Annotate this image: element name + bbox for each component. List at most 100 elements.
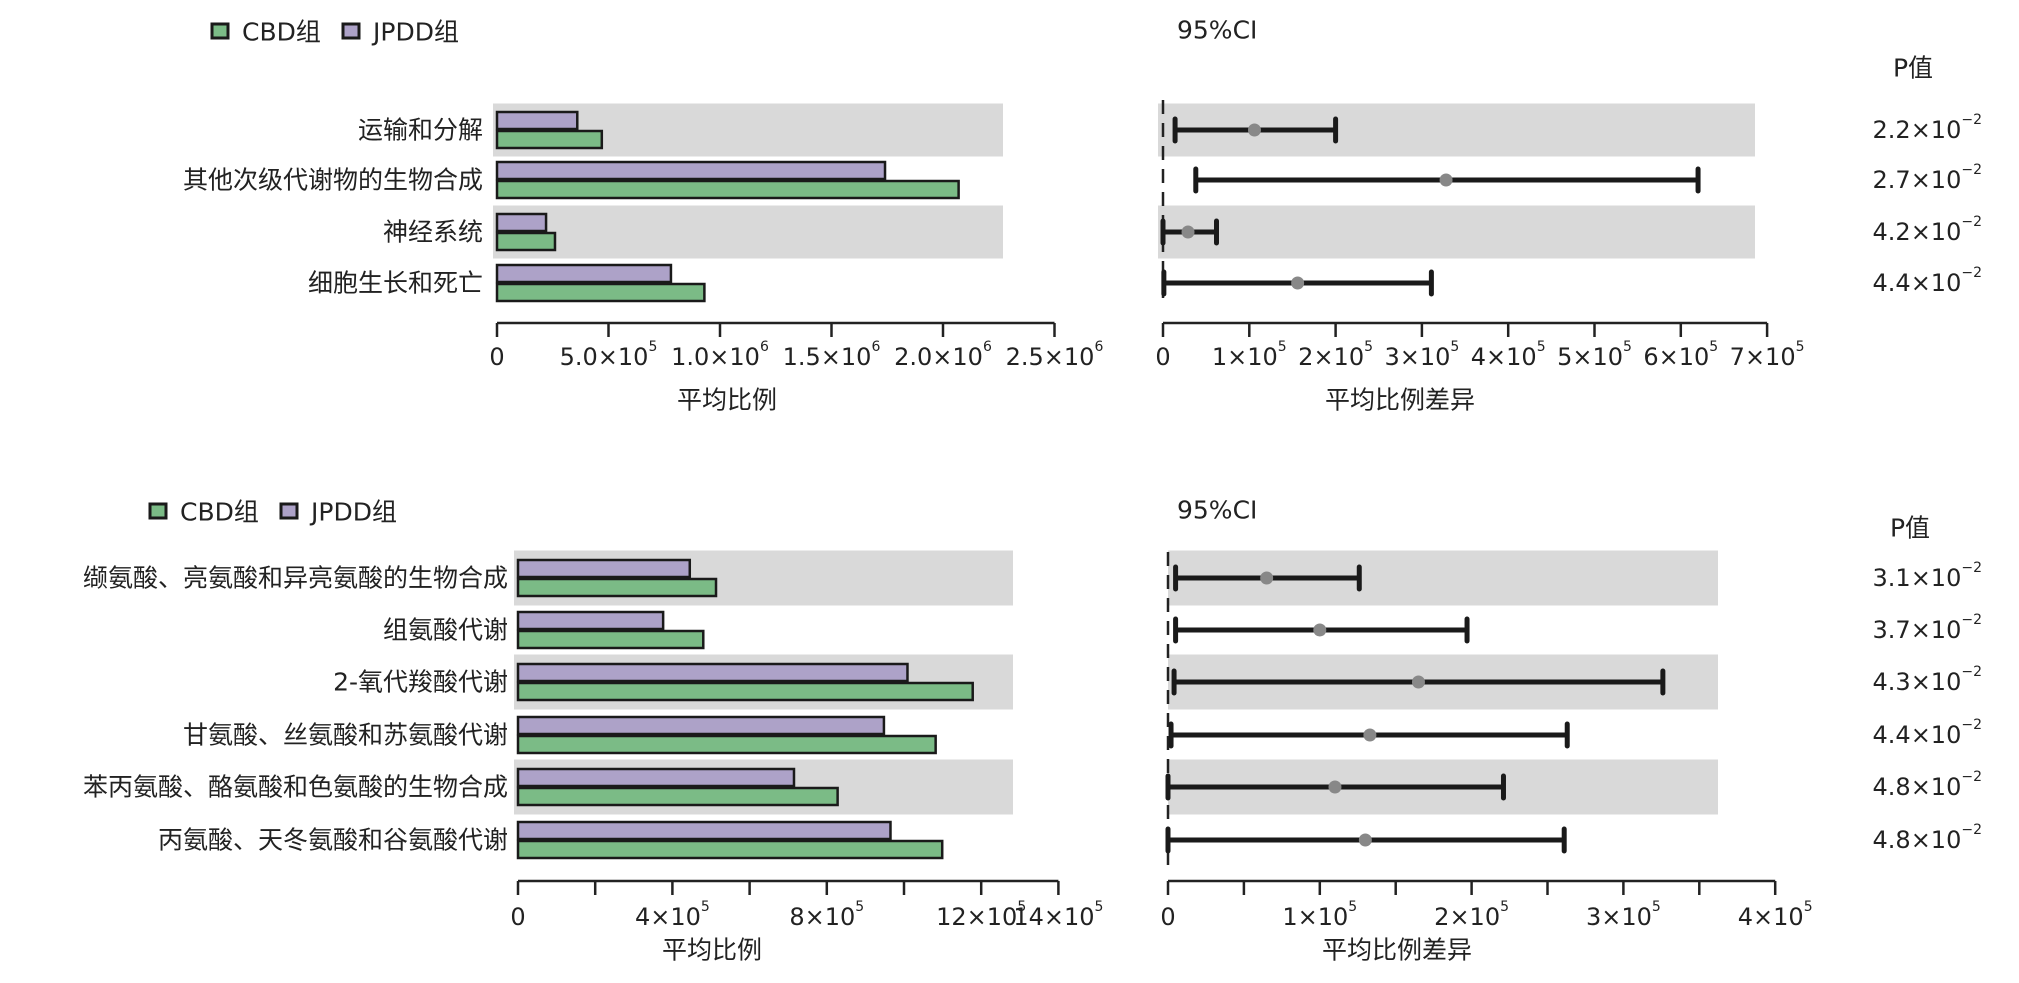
x-tick-label: 0 [489, 343, 504, 371]
p-value-header: P值 [1893, 54, 1933, 83]
ci-chart-top-right: 95%CIP值2.2×10−22.7×10−24.2×10−24.4×10−20… [1155, 16, 1982, 415]
row-band [1158, 205, 1755, 259]
x-tick-label: 5.0×105 [560, 339, 658, 371]
x-tick-label-base: 0 [510, 903, 525, 931]
legend-label-cbd: CBD组 [180, 498, 259, 527]
legend-swatch-cbd [210, 22, 230, 40]
bar-jpdd [516, 558, 692, 579]
category-label: 甘氨酸、丝氨酸和苏氨酸代谢 [183, 721, 508, 750]
legend: CBD组 JPDD组 [210, 18, 459, 47]
x-tick-label: 2×105 [1434, 899, 1509, 931]
p-value-base: 3.7×10 [1873, 616, 1962, 644]
ci-mean-point [1260, 571, 1274, 585]
x-tick-label: 1.5×106 [783, 339, 881, 371]
p-value: 4.8×10−2 [1873, 822, 1982, 854]
bar-cbd [516, 786, 839, 807]
p-value-exponent: −2 [1961, 162, 1982, 178]
x-tick-label-exponent: 5 [701, 899, 710, 915]
p-value-exponent: −2 [1961, 822, 1982, 838]
x-tick-label-exponent: 5 [1348, 899, 1357, 915]
x-tick-label: 3×105 [1586, 899, 1661, 931]
x-tick-label: 2.5×106 [1006, 339, 1104, 371]
x-tick-label: 8×105 [789, 899, 864, 931]
x-tick-label: 4×105 [635, 899, 710, 931]
p-value: 4.2×10−2 [1873, 214, 1982, 246]
x-tick-label-base: 7×10 [1730, 343, 1796, 371]
x-axis-title: 平均比例差异 [1322, 936, 1472, 965]
p-value-base: 2.2×10 [1873, 116, 1962, 144]
p-value: 2.2×10−2 [1873, 112, 1982, 144]
p-value-base: 3.1×10 [1873, 564, 1962, 592]
category-label: 组氨酸代谢 [383, 616, 508, 645]
ci-mean-point [1291, 276, 1305, 290]
x-tick-label-base: 2×10 [1298, 343, 1364, 371]
x-tick-label-base: 8×10 [789, 903, 855, 931]
x-tick-label-base: 1.5×10 [783, 343, 872, 371]
x-tick-label-exponent: 6 [760, 339, 769, 355]
row-band [493, 205, 1003, 259]
x-tick-label-exponent: 5 [1804, 899, 1813, 915]
x-tick-label-base: 1×10 [1282, 903, 1348, 931]
x-tick-label-base: 6×10 [1643, 343, 1709, 371]
p-value: 2.7×10−2 [1873, 162, 1982, 194]
x-tick-label-base: 12×10 [936, 903, 1017, 931]
ci-mean-point [1358, 833, 1372, 847]
x-tick-label: 3×105 [1384, 339, 1459, 371]
category-label: 2-氧代羧酸代谢 [333, 668, 508, 697]
x-axis-title: 平均比例 [662, 936, 762, 965]
bar-cbd [516, 681, 974, 702]
x-tick-label-exponent: 5 [1537, 339, 1546, 355]
x-tick-label-exponent: 5 [1017, 899, 1026, 915]
x-tick-label: 4×105 [1471, 339, 1546, 371]
legend: CBD组 JPDD组 [148, 498, 397, 527]
p-value-exponent: −2 [1961, 560, 1982, 576]
p-value: 3.7×10−2 [1873, 612, 1982, 644]
bar-cbd [516, 629, 705, 650]
bar-jpdd [516, 715, 886, 736]
bar-cbd [516, 734, 937, 755]
x-tick-label-exponent: 5 [1796, 339, 1805, 355]
bar-jpdd [495, 263, 673, 284]
x-tick-label: 2×105 [1298, 339, 1373, 371]
p-value: 4.3×10−2 [1873, 664, 1982, 696]
p-value-exponent: −2 [1961, 769, 1982, 785]
x-tick-label-exponent: 5 [1364, 339, 1373, 355]
bar-cbd [495, 129, 604, 150]
x-tick-label-exponent: 6 [871, 339, 880, 355]
x-tick-label: 0 [1155, 343, 1170, 371]
ci-header: 95%CI [1177, 16, 1257, 45]
legend-label-jpdd: JPDD组 [309, 498, 397, 527]
x-tick-label-base: 3×10 [1586, 903, 1652, 931]
bar-jpdd [495, 110, 579, 131]
p-value-exponent: −2 [1961, 265, 1982, 281]
bar-jpdd [516, 820, 892, 841]
ci-mean-point [1439, 173, 1453, 187]
x-tick-label: 2.0×106 [894, 339, 992, 371]
x-tick-label: 6×105 [1643, 339, 1718, 371]
p-value-base: 4.3×10 [1873, 668, 1962, 696]
p-value-exponent: −2 [1961, 612, 1982, 628]
ci-mean-point [1363, 728, 1377, 742]
category-label: 其他次级代谢物的生物合成 [183, 166, 483, 195]
x-tick-label-base: 0 [489, 343, 504, 371]
bar-cbd [495, 179, 960, 200]
x-tick-label: 1.0×106 [671, 339, 769, 371]
bar-jpdd [516, 767, 796, 788]
x-tick-label-base: 5×10 [1557, 343, 1623, 371]
x-tick-label: 1×105 [1282, 899, 1357, 931]
x-axis-title: 平均比例差异 [1325, 386, 1475, 415]
x-tick-label-base: 1×10 [1212, 343, 1278, 371]
ci-mean-point [1328, 780, 1342, 794]
bar-jpdd [516, 610, 665, 631]
p-value-base: 4.4×10 [1873, 721, 1962, 749]
category-label: 运输和分解 [358, 116, 483, 145]
legend-label-cbd: CBD组 [242, 18, 321, 47]
legend-swatch-jpdd [341, 22, 361, 40]
x-tick-label: 4×105 [1738, 899, 1813, 931]
bar-jpdd [516, 662, 909, 683]
x-tick-label-exponent: 5 [1450, 339, 1459, 355]
bar-jpdd [495, 160, 887, 181]
x-tick-label: 0 [1160, 903, 1175, 931]
